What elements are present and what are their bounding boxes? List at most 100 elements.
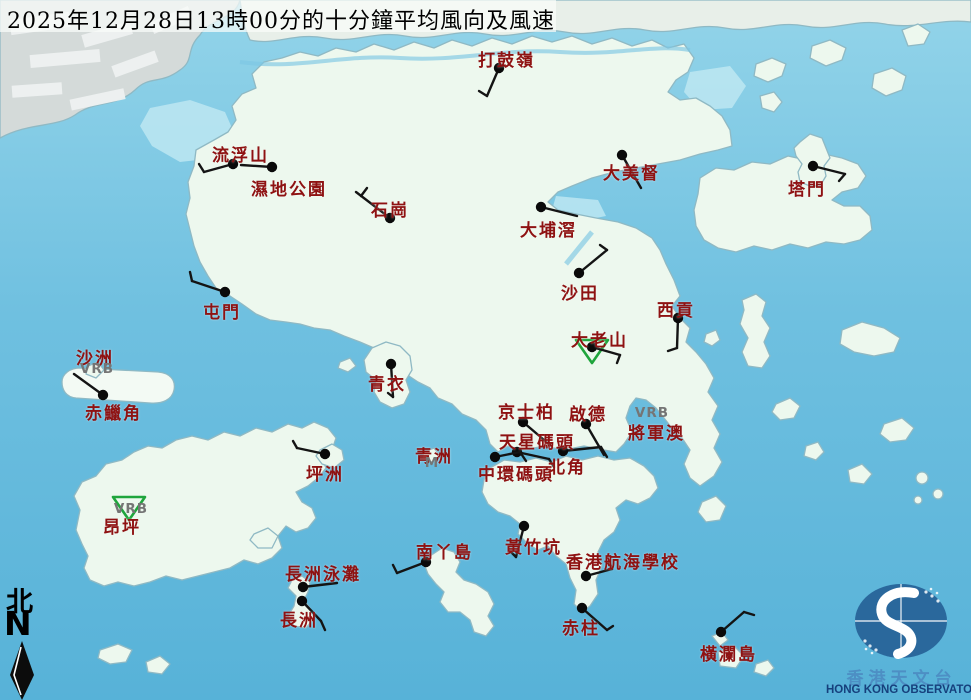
station-大美督 [616,149,643,190]
map-title: 2025年12月28日13時00分的十分鐘平均風向及風速 [7,9,555,34]
station-橫瀾島 [715,610,756,638]
station-赤鱲角 [72,372,109,401]
wind-barb [599,445,609,459]
station-dot [672,312,684,324]
wind-barb [291,439,299,450]
wind-barb [521,420,552,447]
wind-barb [188,270,194,283]
station-dot [580,418,592,430]
wind-barb [301,581,339,589]
station-dot [715,626,727,638]
north-letter-label: N [4,604,32,643]
station-dot [557,445,569,457]
station-天星碼頭 [511,446,556,469]
compass-needle-icon [10,641,34,700]
wind-barb [477,89,489,98]
wind-barb [620,153,643,190]
wind-barb [607,559,614,571]
wind-barb [359,186,369,198]
station-dot [573,267,585,279]
station-屯門 [188,270,231,298]
title-strip [0,0,556,32]
island-chek-lap-kok [61,367,176,404]
station-濕地公園 [239,161,278,173]
wind-barb [615,353,622,365]
small-islands [85,23,944,677]
station-黃竹坑 [509,520,530,559]
wind-barb [197,162,206,174]
station-大老山 [574,338,622,365]
station-長洲 [296,595,327,632]
station-南丫島 [391,556,432,575]
wind-barb [319,619,327,632]
hko-logo-icon [855,584,947,659]
island-hong-kong [481,455,659,613]
wind-barb [577,248,609,275]
station-dot [385,358,397,370]
island-tap-mun [793,133,831,187]
island-lamma [423,547,495,637]
station-dot [227,158,239,170]
station-香港航海學校 [580,559,614,582]
station-dot [586,341,598,353]
wind-barb [584,422,606,457]
north-indicator: 北 N [2,580,42,700]
station-坪洲 [291,439,331,460]
station-dot [493,62,505,74]
north-chinese-label: 北 [6,587,33,618]
station-dot [489,451,501,463]
variable-wind-triangle-icon [111,495,147,522]
wind-barb [580,606,609,632]
station-長洲泳灘 [297,581,339,593]
wind-barb [539,205,579,218]
wind-barb [190,279,227,294]
station-dot [576,602,588,614]
station-dot [319,448,331,460]
station-青衣 [385,358,397,399]
wind-barb [605,624,615,632]
station-石崗 [354,186,396,224]
wind-barb [666,346,679,353]
wind-barb [742,610,756,617]
station-dot [297,581,309,593]
rivers [239,46,691,266]
wind-barb [389,362,395,399]
station-打鼓嶺 [477,62,505,98]
wind-barb [518,450,528,463]
station-京士柏 [517,416,552,447]
station-昂坪 [111,495,147,522]
wind-barb [72,372,105,397]
wind-barb [514,524,526,559]
station-dot [535,201,547,213]
station-沙田 [573,243,609,279]
station-dot [616,149,628,161]
station-dot [420,556,432,568]
station-dot [219,286,231,298]
station-北角 [557,445,609,459]
station-啟德 [580,418,606,457]
island-tsing-yi [363,341,413,409]
station-大埔滘 [535,201,579,218]
variable-wind-triangle-icon [574,338,610,365]
station-dot [517,416,529,428]
wind-barb [837,172,847,183]
logo-english-text: HONG KONG OBSERVATORY [826,684,971,696]
coastline-sai-kung [693,153,873,253]
station-西貢 [666,312,684,353]
wind-barb [811,164,847,176]
wind-barb [386,391,395,399]
station-dot [807,160,819,172]
station-dot [296,595,308,607]
wind-barb [515,450,551,461]
wind-barb [561,445,603,453]
wind-barb [509,550,518,559]
hko-logo: 香港天文台 HONG KONG OBSERVATORY [826,580,971,700]
station-赤柱 [576,602,615,632]
station-dot [518,520,530,532]
station-中環碼頭 [489,450,528,463]
wind-barb [391,563,399,575]
station-流浮山 [197,158,239,174]
